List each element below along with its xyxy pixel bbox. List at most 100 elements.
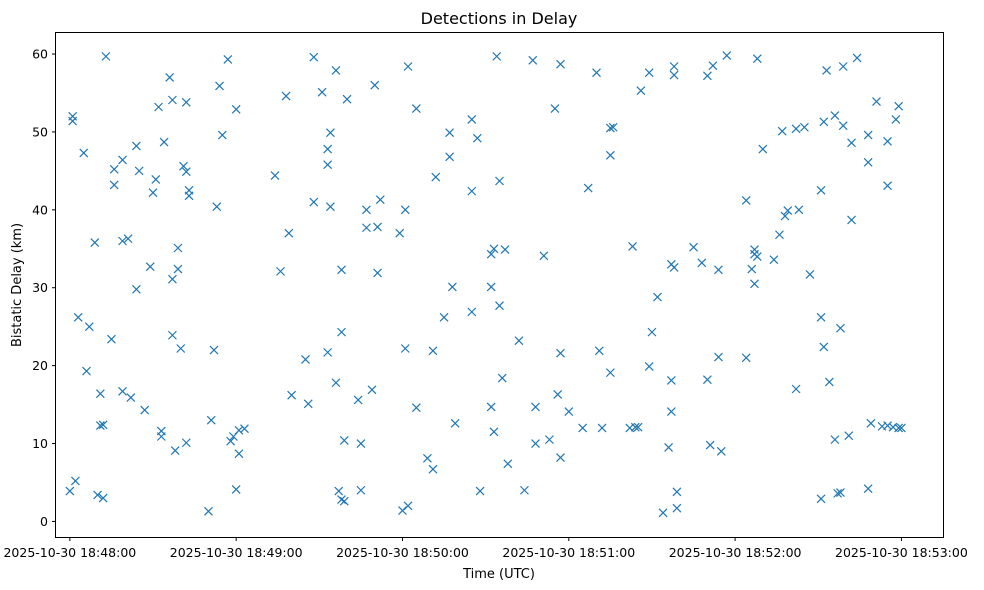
- data-point: [323, 144, 333, 154]
- data-point: [450, 418, 460, 428]
- data-point: [556, 59, 565, 69]
- data-point: [317, 87, 327, 97]
- data-point: [467, 115, 477, 124]
- data-point: [594, 346, 604, 356]
- data-point: [708, 61, 718, 71]
- data-point: [398, 506, 407, 515]
- data-point: [752, 54, 762, 64]
- x-tick-label: 2025-10-30 18:50:00: [336, 545, 469, 560]
- data-point: [206, 415, 216, 425]
- data-point: [151, 175, 161, 184]
- data-point: [231, 485, 241, 494]
- data-point: [356, 485, 366, 495]
- data-point: [373, 222, 382, 232]
- data-point: [750, 245, 759, 254]
- data-point: [531, 439, 540, 448]
- data-point: [653, 292, 662, 302]
- data-point: [431, 172, 441, 182]
- data-point: [334, 486, 344, 496]
- data-point: [836, 488, 845, 498]
- y-tick-label: 0: [40, 514, 48, 529]
- data-point: [863, 130, 873, 140]
- data-point: [722, 51, 732, 61]
- data-point: [714, 352, 723, 362]
- data-point: [445, 128, 455, 138]
- data-point: [628, 242, 637, 251]
- data-point: [325, 202, 335, 212]
- data-point: [495, 301, 504, 311]
- data-point: [339, 435, 349, 445]
- data-point: [367, 385, 377, 395]
- data-point: [780, 211, 790, 221]
- y-tick-label: 40: [32, 202, 48, 217]
- data-point: [467, 186, 477, 196]
- data-point: [816, 312, 826, 322]
- data-point: [605, 123, 615, 133]
- data-point: [822, 65, 832, 75]
- data-point: [883, 136, 892, 146]
- plot-frame: [55, 32, 944, 538]
- data-point: [497, 373, 507, 383]
- x-axis-label: Time (UTC): [462, 567, 535, 582]
- data-point: [666, 376, 676, 385]
- data-point: [184, 191, 194, 201]
- data-point: [819, 117, 829, 127]
- y-axis-label: Bistatic Delay (km): [10, 223, 25, 347]
- data-point: [520, 485, 529, 495]
- data-point: [284, 228, 294, 238]
- data-point: [883, 181, 892, 191]
- data-point: [592, 68, 601, 78]
- data-point: [644, 68, 654, 78]
- data-point: [173, 264, 183, 274]
- data-point: [883, 421, 892, 431]
- data-point: [82, 366, 91, 376]
- data-point: [872, 97, 881, 106]
- data-point: [212, 202, 222, 212]
- data-point: [154, 102, 163, 112]
- data-point: [644, 361, 654, 371]
- data-point: [489, 244, 499, 254]
- data-point: [672, 487, 682, 497]
- data-point: [669, 70, 679, 80]
- data-point: [847, 138, 856, 148]
- data-point: [544, 435, 554, 445]
- data-point: [204, 506, 213, 516]
- data-point: [325, 128, 335, 138]
- data-point: [281, 91, 291, 101]
- data-point: [863, 157, 873, 167]
- data-point: [605, 368, 615, 378]
- data-point: [830, 435, 840, 445]
- data-point: [167, 95, 177, 105]
- data-point: [403, 62, 413, 71]
- data-point: [741, 196, 751, 205]
- data-point: [131, 284, 141, 294]
- data-point: [666, 407, 676, 417]
- data-point: [356, 439, 366, 448]
- data-point: [167, 274, 177, 284]
- data-point: [467, 307, 477, 317]
- data-point: [93, 490, 103, 500]
- data-point: [337, 495, 346, 505]
- data-point: [669, 263, 679, 272]
- data-point: [337, 327, 346, 337]
- data-point: [276, 266, 285, 276]
- data-point: [423, 453, 432, 463]
- data-point: [209, 345, 219, 355]
- x-tick-label: 2025-10-30 18:49:00: [170, 545, 303, 560]
- data-point: [226, 436, 236, 446]
- data-point: [179, 161, 188, 171]
- data-point: [819, 342, 829, 352]
- data-point: [303, 399, 313, 409]
- data-point: [752, 252, 762, 261]
- data-point: [159, 137, 169, 147]
- x-tick-label: 2025-10-30 18:52:00: [669, 545, 802, 560]
- data-point: [791, 384, 801, 394]
- data-point: [597, 423, 607, 433]
- data-point: [362, 223, 371, 233]
- data-point: [697, 258, 707, 268]
- data-point: [301, 354, 310, 364]
- data-point: [783, 206, 793, 216]
- data-point: [65, 486, 75, 496]
